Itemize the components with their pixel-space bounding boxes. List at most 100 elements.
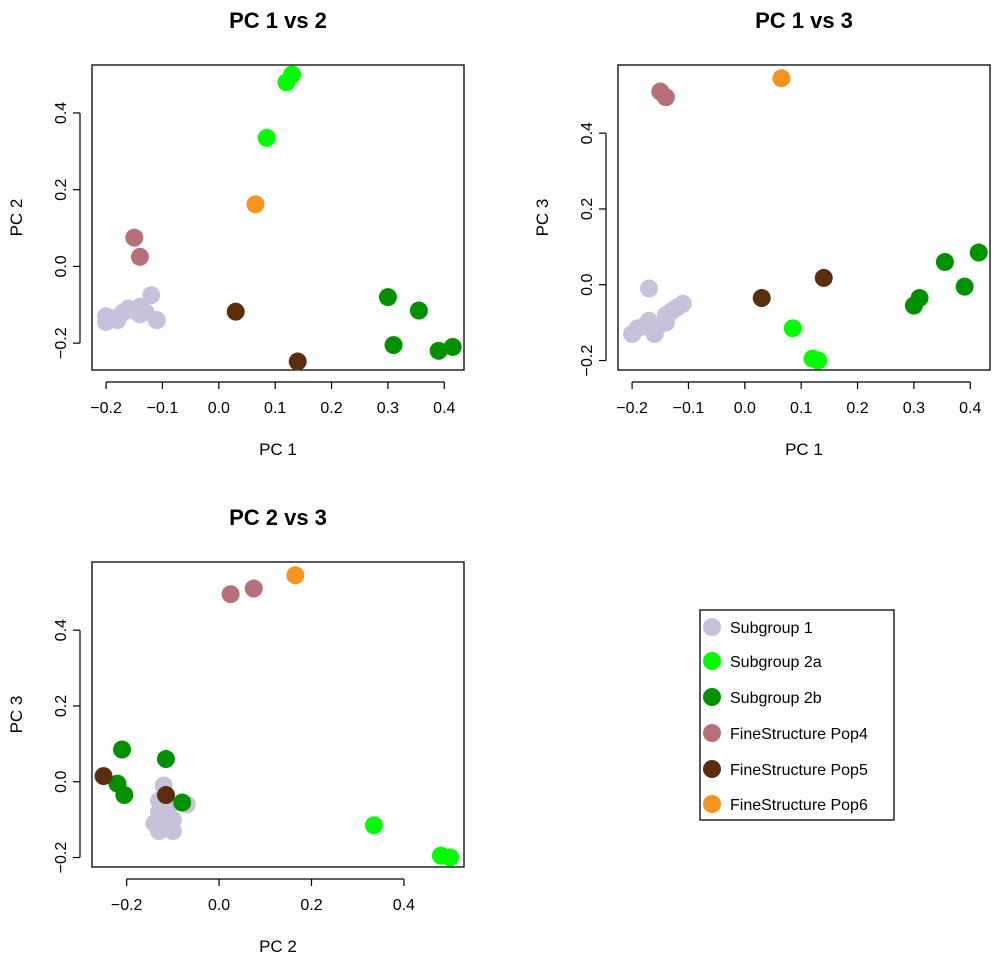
panel-pc2-vs-pc3: PC 2 vs 3 −0.2 0.0 0.2 0.4 PC 2 −0.2 0.0 0.2 0.4 P…	[7, 505, 465, 956]
data-point	[288, 352, 307, 371]
data-point	[246, 195, 265, 214]
data-point	[257, 128, 276, 147]
y-tick-label: 0.0	[579, 274, 596, 296]
data-point	[159, 799, 178, 818]
legend-marker-pop4	[703, 724, 721, 742]
data-point	[955, 277, 974, 296]
plot-frame	[91, 561, 465, 868]
x-tick-label: 0.2	[846, 400, 868, 417]
data-point	[173, 793, 192, 812]
chart-title: PC 1 vs 2	[229, 8, 327, 33]
data-point	[286, 566, 305, 585]
y-tick-label: 0.2	[579, 198, 596, 220]
data-point	[156, 786, 175, 805]
legend-label-subgroup-2b: Subgroup 2b	[730, 690, 822, 707]
data-point	[969, 243, 988, 262]
y-axis-label: PC 2	[7, 199, 26, 237]
data-point	[283, 65, 302, 84]
x-tick-label: 0.0	[208, 897, 230, 914]
legend-marker-pop6	[703, 795, 721, 813]
y-tick-label: 0.4	[53, 102, 70, 124]
data-point	[809, 351, 828, 370]
plot-frame	[617, 64, 991, 371]
data-point	[429, 341, 448, 360]
panel-pc1-vs-pc3: PC 1 vs 3 −0.2 −0.1 0.0 0.1 0.2 0.3 0.4 PC 1 −0.2…	[533, 8, 991, 459]
data-point	[226, 302, 245, 321]
data-point	[673, 294, 692, 313]
data-point	[384, 336, 403, 355]
x-tick-label: 0.1	[264, 400, 286, 417]
data-point	[221, 585, 240, 604]
data-point	[409, 301, 428, 320]
x-tick-label: 0.2	[320, 400, 342, 417]
data-point	[814, 268, 833, 287]
data-point	[94, 767, 113, 786]
x-tick-label: 0.0	[208, 400, 230, 417]
x-axis-label: PC 1	[259, 440, 297, 459]
y-tick-label: 0.0	[53, 255, 70, 277]
x-tick-label: 0.3	[377, 400, 399, 417]
data-point	[378, 288, 397, 307]
chart-title: PC 1 vs 3	[755, 8, 853, 33]
x-tick-label: −0.1	[673, 400, 705, 417]
panel-pc1-vs-pc2: PC 1 vs 2 −0.2 −0.1 0.0 0.1 0.2 0.3 0.4 PC 1 −0.2…	[7, 8, 465, 459]
x-tick-label: 0.1	[790, 400, 812, 417]
legend-label-pop6: FineStructure Pop6	[730, 797, 868, 814]
data-point	[935, 253, 954, 272]
y-tick-label: 0.4	[53, 619, 70, 641]
data-point	[115, 786, 134, 805]
x-tick-label: −0.2	[90, 400, 122, 417]
data-point	[752, 289, 771, 308]
legend-label-subgroup-1: Subgroup 1	[730, 620, 813, 637]
x-tick-label: 0.4	[433, 400, 455, 417]
x-tick-label: −0.1	[147, 400, 179, 417]
y-axis-label: PC 3	[7, 696, 26, 734]
data-point	[656, 88, 675, 107]
y-tick-label: 0.2	[53, 178, 70, 200]
plot-frame	[91, 64, 465, 371]
y-tick-label: −0.2	[53, 327, 70, 359]
x-tick-label: 0.0	[734, 400, 756, 417]
y-axis-label: PC 3	[533, 199, 552, 237]
y-tick-label: −0.2	[579, 345, 596, 377]
legend-label-pop5: FineStructure Pop5	[730, 762, 868, 779]
legend-marker-subgroup-2b	[703, 688, 721, 706]
data-point	[125, 228, 144, 247]
y-tick-label: −0.2	[53, 842, 70, 874]
x-axis-label: PC 2	[259, 937, 297, 956]
x-tick-label: 0.4	[959, 400, 981, 417]
x-tick-label: 0.2	[300, 897, 322, 914]
data-point	[130, 247, 149, 266]
x-tick-label: 0.4	[393, 897, 415, 914]
x-tick-label: −0.2	[111, 897, 143, 914]
x-tick-label: −0.2	[616, 400, 648, 417]
data-point	[910, 289, 929, 308]
data-point	[130, 305, 149, 324]
y-tick-label: 0.4	[579, 122, 596, 144]
data-point	[113, 740, 132, 759]
data-point	[156, 750, 175, 769]
chart-title: PC 2 vs 3	[229, 505, 327, 530]
data-point	[443, 337, 462, 356]
data-point	[364, 816, 383, 835]
data-point	[142, 286, 161, 305]
data-point	[163, 822, 182, 841]
x-axis-label: PC 1	[785, 440, 823, 459]
data-point	[772, 69, 791, 88]
data-point	[656, 313, 675, 332]
legend-label-pop4: FineStructure Pop4	[730, 726, 868, 743]
legend-label-subgroup-2a: Subgroup 2a	[730, 654, 822, 671]
data-point	[244, 579, 263, 598]
x-tick-label: 0.3	[903, 400, 925, 417]
y-tick-label: 0.2	[53, 695, 70, 717]
data-point	[640, 279, 658, 298]
data-point	[783, 319, 802, 338]
legend-box	[699, 609, 895, 821]
legend-marker-subgroup-2a	[703, 652, 721, 670]
legend-marker-subgroup-1	[703, 618, 721, 636]
data-point	[147, 311, 166, 330]
y-tick-label: 0.0	[53, 771, 70, 793]
legend: Subgroup 1 Subgroup 2a Subgroup 2b FineS…	[699, 609, 895, 821]
legend-marker-pop5	[703, 760, 721, 778]
